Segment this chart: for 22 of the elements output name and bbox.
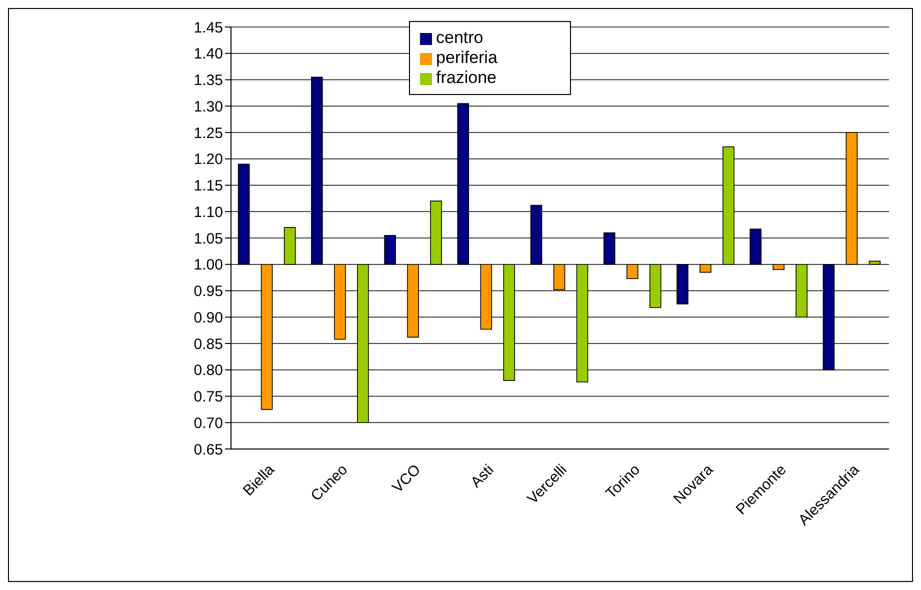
y-tick-label: 0.95: [194, 283, 223, 300]
legend-label: periferia: [436, 48, 498, 67]
y-tick-label: 1.40: [194, 46, 223, 63]
y-tick-label: 0.80: [194, 362, 223, 380]
y-tick-label: 0.65: [194, 441, 223, 458]
y-tick-label: 1.35: [194, 72, 223, 90]
y-tick-label: 0.70: [194, 414, 223, 432]
y-tick-label: 0.75: [194, 388, 223, 406]
y-tick-label: 1.20: [194, 151, 223, 168]
x-tick-label: Asti: [468, 461, 498, 492]
y-tick-label: 1.45: [194, 19, 223, 36]
y-tick-label: 0.90: [194, 309, 223, 326]
y-tick-label: 1.25: [194, 124, 223, 142]
y-tick-label: 1.15: [194, 178, 223, 195]
y-tick-label: 1.10: [194, 204, 223, 221]
y-tick-label: 1.05: [194, 230, 223, 248]
y-tick-label: 1.00: [194, 256, 223, 274]
x-tick-label: VCO: [389, 461, 424, 496]
legend-label: centro: [436, 28, 484, 47]
y-tick-label: 1.30: [194, 98, 223, 116]
legend-label: frazione: [436, 68, 496, 87]
y-tick-label: 0.85: [194, 336, 223, 353]
